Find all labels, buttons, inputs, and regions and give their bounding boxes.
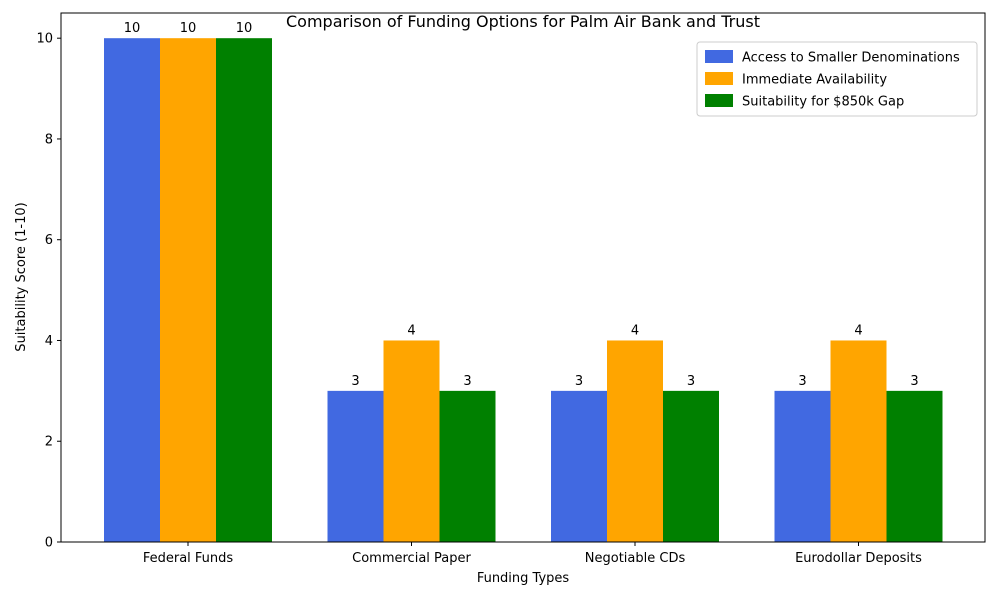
x-tick-label: Eurodollar Deposits [795,551,922,566]
y-tick-label: 2 [45,435,53,450]
legend-swatch [705,94,733,107]
bar-value-label: 10 [124,21,141,36]
y-axis-label: Suitability Score (1-10) [14,202,29,351]
bar [551,390,607,542]
bar-value-label: 3 [687,374,695,389]
legend: Access to Smaller Denominations Immediate… [696,41,978,117]
plot-frame [60,12,986,543]
bar-value-label: 4 [407,323,415,338]
y-tick-label: 8 [45,132,53,147]
bar [439,390,496,542]
bar [830,340,887,542]
x-tick-label: Commercial Paper [352,551,471,566]
legend-label: Suitability for $850k Gap [742,95,904,110]
bar-value-label: 10 [236,21,253,36]
x-tick-label: Negotiable CDs [585,551,686,566]
bar [104,38,160,542]
bar-value-label: 3 [463,374,471,389]
bar-value-label: 4 [854,323,862,338]
bar-value-label: 10 [180,21,197,36]
legend-label: Access to Smaller Denominations [742,51,960,66]
bar-value-label: 3 [351,374,359,389]
bar-value-label: 3 [910,374,918,389]
y-tick-label: 0 [45,536,53,551]
y-tick-label: 6 [45,233,53,248]
bar [160,38,216,542]
bar [607,340,663,542]
chart-title: Comparison of Funding Options for Palm A… [286,12,760,31]
bar [663,390,719,542]
bar-value-label: 3 [575,374,583,389]
bar [327,390,384,542]
x-axis-label: Funding Types [477,571,570,586]
y-axis: 0 2 4 6 8 10 [36,32,61,551]
y-tick-label: 4 [45,334,53,349]
legend-swatch [705,50,733,63]
x-tick-label: Federal Funds [143,551,234,566]
bar-value-label: 4 [631,323,639,338]
legend-label: Immediate Availability [742,73,887,88]
bar-value-label: 3 [798,374,806,389]
legend-swatch [705,72,733,85]
legend-frame [696,41,978,117]
bar [216,38,272,542]
y-tick-label: 10 [36,32,53,47]
bars-group: 10 10 10 3 4 3 3 4 3 3 4 3 [104,21,943,542]
bar [774,390,831,542]
x-axis: Federal Funds Commercial Paper Negotiable … [143,542,922,566]
bar [886,390,943,542]
bar [383,340,440,542]
